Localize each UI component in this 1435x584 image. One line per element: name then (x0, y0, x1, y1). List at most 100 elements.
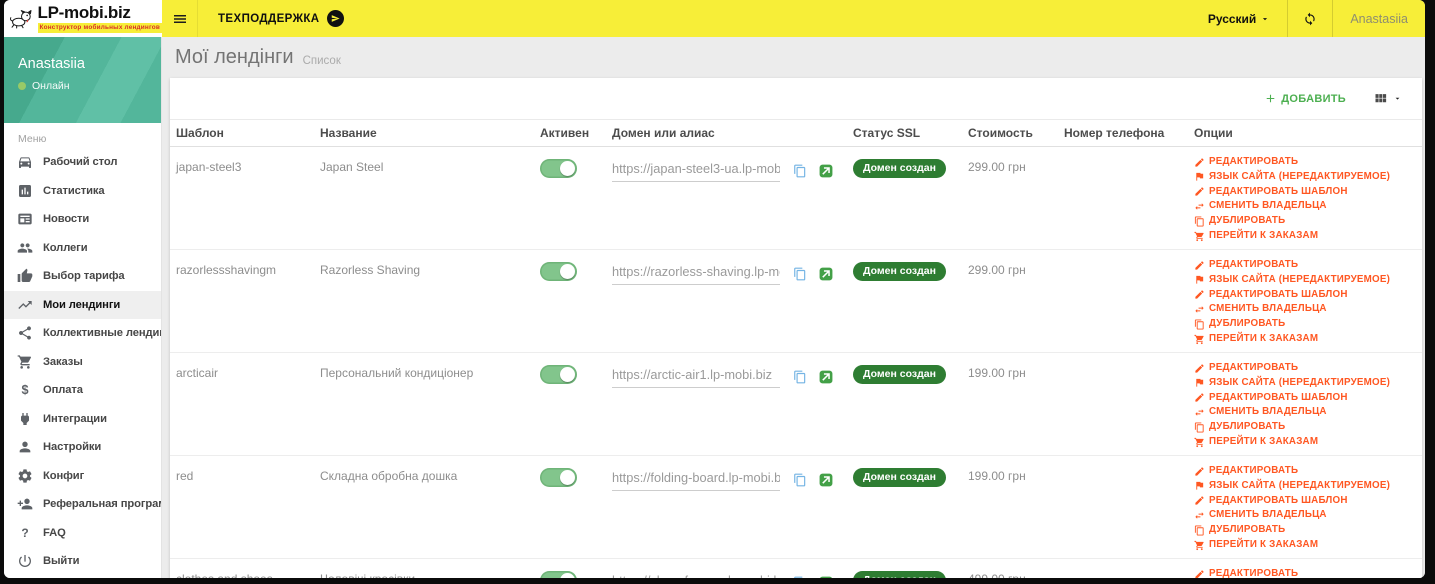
option-go-to-orders-link[interactable]: ПЕРЕЙТИ К ЗАКАЗАМ (1194, 230, 1422, 242)
option-go-to-orders-link[interactable]: ПЕРЕЙТИ К ЗАКАЗАМ (1194, 436, 1422, 448)
template-cell: razorlessshavingm (176, 263, 277, 277)
landings-icon (17, 297, 33, 313)
open-site-button[interactable] (819, 370, 833, 384)
copy-domain-button[interactable] (793, 370, 807, 384)
name-cell: Razorless Shaving (320, 263, 421, 277)
copy-icon (793, 164, 807, 178)
domain-input[interactable]: https://shoesformen.lp-mobi.biz (612, 572, 780, 578)
toggle-knob (560, 573, 575, 578)
sidebar-item-dashboard[interactable]: Рабочий стол (4, 148, 161, 177)
refresh-button[interactable] (1287, 0, 1332, 37)
edit-icon (1194, 392, 1205, 403)
sidebar-item-label: Конфиг (43, 469, 85, 482)
domain-input[interactable]: https://folding-board.lp-mobi.biz (612, 469, 780, 491)
domain-value: https://shoesformen.lp-mobi.biz (612, 573, 780, 578)
option-site-language-link[interactable]: ЯЗЫК САЙТА (НЕРЕДАКТИРУЕМОЕ) (1194, 274, 1422, 286)
sidebar-item-settings[interactable]: Настройки (4, 433, 161, 462)
active-toggle[interactable] (540, 365, 577, 384)
option-edit-link[interactable]: РЕДАКТИРОВАТЬ (1194, 362, 1422, 374)
domain-input[interactable]: https://razorless-shaving.lp-mobi.b (612, 263, 780, 285)
active-toggle[interactable] (540, 468, 577, 487)
active-toggle[interactable] (540, 159, 577, 178)
toggle-knob (560, 470, 575, 485)
option-change-owner-link[interactable]: СМЕНИТЬ ВЛАДЕЛЬЦА (1194, 406, 1422, 418)
sidebar-item-label: Рабочий стол (43, 156, 118, 169)
sidebar-item-orders[interactable]: Заказы (4, 348, 161, 377)
option-site-language-link[interactable]: ЯЗЫК САЙТА (НЕРЕДАКТИРУЕМОЕ) (1194, 480, 1422, 492)
sidebar-item-tariff[interactable]: Выбор тарифа (4, 262, 161, 291)
option-edit-template-link[interactable]: РЕДАКТИРОВАТЬ ШАБЛОН (1194, 289, 1422, 301)
toggle-knob (560, 161, 575, 176)
topbar: LP-mobi.biz Конструктор мобильных лендин… (4, 0, 1425, 37)
option-go-to-orders-link[interactable]: ПЕРЕЙТИ К ЗАКАЗАМ (1194, 333, 1422, 345)
open-site-button[interactable] (819, 473, 833, 487)
option-duplicate-link[interactable]: ДУБЛИРОВАТЬ (1194, 524, 1422, 536)
copy-domain-button[interactable] (793, 164, 807, 178)
tariff-icon (17, 268, 33, 284)
active-toggle[interactable] (540, 571, 577, 578)
copy-domain-button[interactable] (793, 576, 807, 578)
sidebar-item-colleagues[interactable]: Коллеги (4, 234, 161, 263)
brand-logo[interactable]: LP-mobi.biz Конструктор мобильных лендин… (4, 0, 162, 37)
option-site-language-link[interactable]: ЯЗЫК САЙТА (НЕРЕДАКТИРУЕМОЕ) (1194, 171, 1422, 183)
edit-icon (1194, 569, 1205, 578)
open-site-button[interactable] (819, 267, 833, 281)
option-edit-link[interactable]: РЕДАКТИРОВАТЬ (1194, 156, 1422, 168)
open-site-button[interactable] (819, 164, 833, 178)
option-go-to-orders-link[interactable]: ПЕРЕЙТИ К ЗАКАЗАМ (1194, 539, 1422, 551)
template-cell: clothes and shoes (176, 572, 273, 578)
option-edit-template-link[interactable]: РЕДАКТИРОВАТЬ ШАБЛОН (1194, 186, 1422, 198)
sidebar-item-payment[interactable]: Оплата (4, 376, 161, 405)
active-toggle[interactable] (540, 262, 577, 281)
sidebar-item-faq[interactable]: FAQ (4, 519, 161, 548)
ssl-status-badge: Домен создан (853, 365, 946, 384)
domain-input[interactable]: https://japan-steel3-ua.lp-mobi.biz (612, 160, 780, 182)
option-edit-template-link[interactable]: РЕДАКТИРОВАТЬ ШАБЛОН (1194, 392, 1422, 404)
sidebar-item-share[interactable]: Коллективные лендинги (4, 319, 161, 348)
sidebar-item-integrations[interactable]: Интеграции (4, 405, 161, 434)
option-edit-link[interactable]: РЕДАКТИРОВАТЬ (1194, 568, 1422, 578)
colleagues-icon (17, 240, 33, 256)
sidebar-item-label: FAQ (43, 526, 66, 539)
language-icon (1194, 274, 1205, 285)
language-dropdown[interactable]: Русский (1191, 0, 1288, 37)
add-button[interactable]: ДОБАВИТЬ (1264, 92, 1346, 105)
brand-mascot-icon (9, 9, 32, 28)
ssl-status-badge: Домен создан (853, 159, 946, 178)
option-change-owner-link[interactable]: СМЕНИТЬ ВЛАДЕЛЬЦА (1194, 509, 1422, 521)
support-link[interactable]: ТЕХПОДДЕРЖКА (198, 0, 364, 37)
option-change-owner-link[interactable]: СМЕНИТЬ ВЛАДЕЛЬЦА (1194, 303, 1422, 315)
topbar-spacer (364, 0, 1191, 37)
sidebar-item-label: Выйти (43, 555, 80, 568)
option-duplicate-link[interactable]: ДУБЛИРОВАТЬ (1194, 215, 1422, 227)
online-status-label: Онлайн (32, 80, 70, 92)
sidebar-item-landings[interactable]: Мои лендинги (4, 290, 161, 319)
option-duplicate-link[interactable]: ДУБЛИРОВАТЬ (1194, 421, 1422, 433)
sidebar-item-stats[interactable]: Статистика (4, 177, 161, 206)
option-duplicate-link[interactable]: ДУБЛИРОВАТЬ (1194, 318, 1422, 330)
menu-toggle-button[interactable] (162, 0, 198, 37)
external-link-icon (819, 473, 833, 487)
duplicate-icon (1194, 525, 1205, 536)
open-site-button[interactable] (819, 576, 833, 578)
option-site-language-link[interactable]: ЯЗЫК САЙТА (НЕРЕДАКТИРУЕМОЕ) (1194, 377, 1422, 389)
domain-input[interactable]: https://arctic-air1.lp-mobi.biz (612, 366, 780, 388)
user-menu[interactable]: Anastasiia (1332, 0, 1425, 37)
table-grid-icon (1373, 91, 1388, 106)
chevron-down-icon (1393, 94, 1402, 103)
ssl-status-badge: Домен создан (853, 262, 946, 281)
copy-domain-button[interactable] (793, 473, 807, 487)
price-cell: 199.00 грн (968, 366, 1026, 380)
copy-icon (793, 370, 807, 384)
sidebar-item-referral[interactable]: Реферальная программа (4, 490, 161, 519)
option-change-owner-link[interactable]: СМЕНИТЬ ВЛАДЕЛЬЦА (1194, 200, 1422, 212)
sidebar-item-config[interactable]: Конфиг (4, 462, 161, 491)
copy-domain-button[interactable] (793, 267, 807, 281)
cart-icon (1194, 231, 1205, 242)
columns-visibility-button[interactable] (1373, 91, 1402, 106)
sidebar-item-logout[interactable]: Выйти (4, 547, 161, 576)
option-edit-template-link[interactable]: РЕДАКТИРОВАТЬ ШАБЛОН (1194, 495, 1422, 507)
option-edit-link[interactable]: РЕДАКТИРОВАТЬ (1194, 259, 1422, 271)
option-edit-link[interactable]: РЕДАКТИРОВАТЬ (1194, 465, 1422, 477)
sidebar-item-news[interactable]: Новости (4, 205, 161, 234)
